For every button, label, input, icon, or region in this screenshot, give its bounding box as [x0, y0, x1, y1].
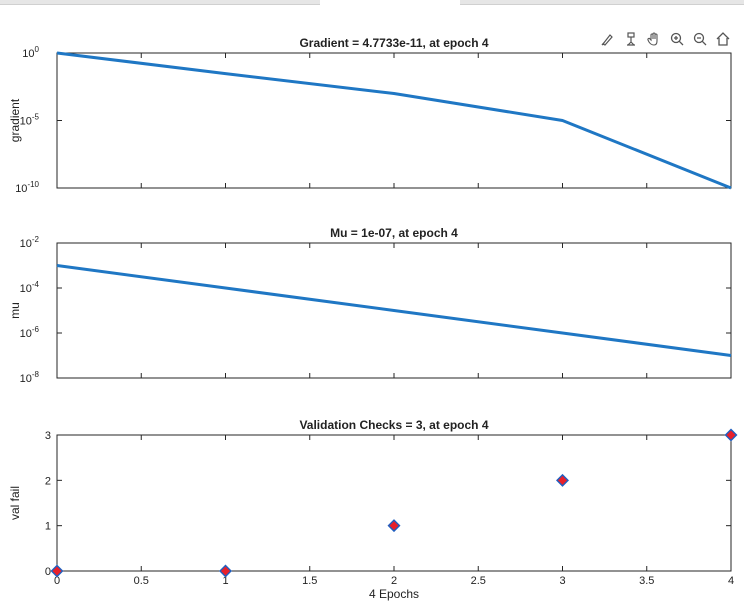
top-strip-left: [0, 0, 320, 5]
mu-plot: 10-2 10-4 10-6 10-8 Mu = 1e-07, at epoch 4 mu: [8, 226, 732, 385]
pan-hand-icon[interactable]: [643, 28, 665, 50]
y-tick-label: 1: [45, 521, 51, 533]
y-tick-label: 10-8: [20, 370, 40, 385]
gradient-plot: 100 10-5 10-10 Gradient = 4.7733e-11, at ep…: [8, 36, 732, 195]
top-strip-right: [460, 0, 744, 5]
zoom-in-icon[interactable]: [666, 28, 688, 50]
axes-box: [56, 434, 732, 572]
brush-icon[interactable]: [597, 28, 619, 50]
home-icon[interactable]: [712, 28, 734, 50]
data-point-marker: [219, 564, 232, 578]
x-tick-label: 0.5: [134, 575, 149, 587]
x-tick-label: 1: [222, 575, 228, 587]
x-tick-label: 2: [391, 575, 397, 587]
y-axis-label: val fail: [8, 486, 22, 520]
y-tick-label: 10-6: [20, 325, 40, 340]
data-point-marker: [387, 519, 401, 533]
y-axis-label: mu: [8, 302, 22, 319]
y-tick-label: 0: [45, 566, 51, 578]
x-tick-label: 3.5: [639, 575, 654, 587]
window-top-strip: [0, 0, 744, 8]
zoom-out-icon[interactable]: [689, 28, 711, 50]
y-tick-label: 100: [22, 45, 39, 60]
series-line: [56, 264, 732, 357]
y-tick-label: 10-2: [20, 235, 40, 250]
x-axis-label: 4 Epochs: [369, 587, 419, 601]
x-tick-label: 4: [728, 575, 734, 587]
plot-title: Gradient = 4.7733e-11, at epoch 4: [299, 36, 488, 50]
y-axis-label: gradient: [8, 98, 22, 142]
axes-toolbar: [597, 28, 734, 50]
data-point-marker: [724, 428, 738, 442]
validation-plot: 0 0.5 1 1.5 2 2.5 3 3.5 4 0 1 2 3 Validation Checks =…: [8, 418, 738, 601]
y-tick-label: 3: [45, 430, 51, 442]
series-line: [56, 51, 732, 190]
axes-box: [56, 52, 732, 189]
data-point-marker: [556, 473, 569, 487]
data-point-marker: [50, 564, 64, 578]
y-tick-label: 10-4: [20, 280, 40, 295]
y-tick-label: 10-5: [20, 113, 40, 128]
plot-title: Mu = 1e-07, at epoch 4: [330, 226, 458, 240]
plot-title: Validation Checks = 3, at epoch 4: [299, 418, 488, 432]
x-tick-label: 1.5: [302, 575, 317, 587]
data-tips-icon[interactable]: [620, 28, 642, 50]
x-tick-label: 0: [54, 575, 60, 587]
x-tick-label: 3: [559, 575, 565, 587]
y-tick-label: 2: [45, 475, 51, 487]
x-tick-label: 2.5: [471, 575, 486, 587]
y-tick-label: 10-10: [15, 180, 39, 195]
